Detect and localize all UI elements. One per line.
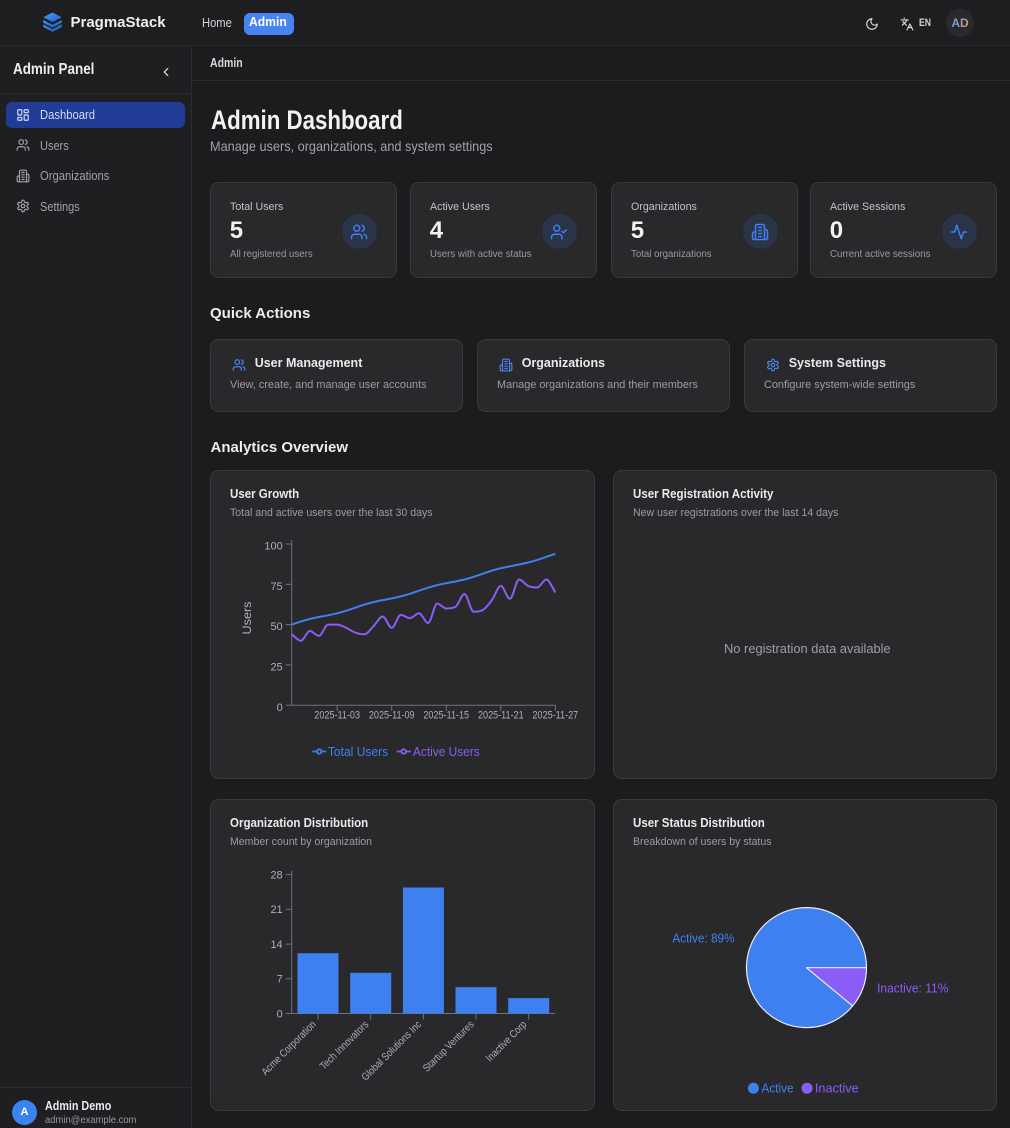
svg-text:2025-11-21: 2025-11-21 [478,710,524,722]
svg-text:Tech Innovators: Tech Innovators [318,1019,372,1073]
svg-text:Active: Active [762,1080,794,1095]
svg-text:2025-11-15: 2025-11-15 [423,710,469,722]
svg-text:Active Users: Active Users [413,744,480,759]
svg-text:28: 28 [270,869,282,881]
svg-text:Inactive Corp: Inactive Corp [484,1019,530,1065]
svg-text:7: 7 [277,974,283,986]
svg-text:Users: Users [240,602,254,635]
svg-text:75: 75 [270,581,282,593]
svg-text:25: 25 [270,662,282,674]
svg-text:Acme Corporation: Acme Corporation [259,1019,318,1078]
svg-text:14: 14 [270,939,282,951]
svg-text:0: 0 [277,1008,283,1020]
svg-text:50: 50 [270,621,282,633]
svg-text:Inactive: Inactive [815,1080,859,1095]
svg-text:Active: 89%: Active: 89% [672,931,735,946]
svg-text:2025-11-03: 2025-11-03 [314,710,360,722]
svg-text:21: 21 [270,904,282,916]
svg-text:0: 0 [277,702,283,714]
svg-text:2025-11-09: 2025-11-09 [369,710,415,722]
svg-text:Startup Ventures: Startup Ventures [421,1019,477,1075]
svg-text:Total Users: Total Users [328,744,389,759]
svg-text:2025-11-27: 2025-11-27 [533,710,579,722]
svg-text:Inactive: 11%: Inactive: 11% [877,981,949,996]
svg-text:100: 100 [264,541,282,553]
